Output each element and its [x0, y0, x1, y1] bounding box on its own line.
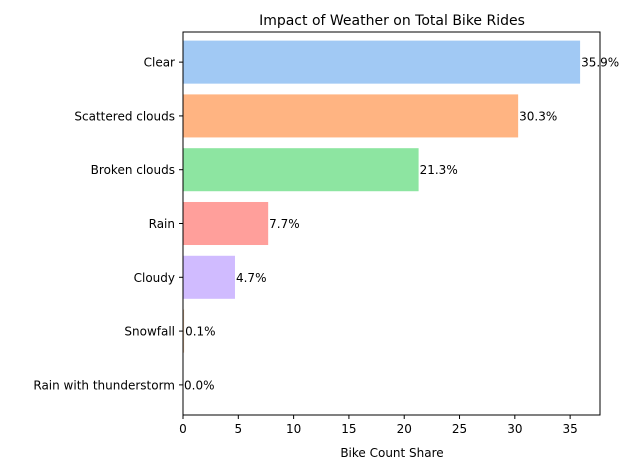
- bar-rain: [183, 201, 269, 246]
- data-label-scattered-clouds: 30.3%: [519, 109, 557, 123]
- x-tick-label-35: 35: [562, 422, 577, 436]
- x-tick-label-25: 25: [452, 422, 467, 436]
- y-tick-label-broken-clouds: Broken clouds: [91, 163, 175, 177]
- y-tick-label-cloudy: Cloudy: [134, 271, 175, 285]
- x-axis: 0 5 10 15 20 25 30 35: [179, 415, 578, 436]
- y-tick-label-scattered-clouds: Scattered clouds: [74, 109, 175, 123]
- bars-layer: [183, 40, 581, 353]
- data-labels-layer: 35.9%30.3%21.3%7.7%4.7%0.1%0.0%: [184, 56, 619, 393]
- data-label-rain-with-thunderstorm: 0.0%: [184, 378, 215, 392]
- y-tick-label-snowfall: Snowfall: [124, 325, 175, 339]
- y-tick-label-clear: Clear: [144, 56, 175, 70]
- bar-cloudy: [183, 255, 235, 299]
- x-tick-label-15: 15: [341, 422, 356, 436]
- data-label-rain: 7.7%: [269, 217, 300, 231]
- bar-broken-clouds: [183, 148, 419, 192]
- x-axis-label: Bike Count Share: [340, 446, 443, 460]
- data-label-cloudy: 4.7%: [236, 271, 267, 285]
- y-tick-label-rain-with-thunderstorm: Rain with thunderstorm: [33, 378, 175, 392]
- data-label-broken-clouds: 21.3%: [420, 163, 458, 177]
- x-tick-label-30: 30: [507, 422, 522, 436]
- y-tick-label-rain: Rain: [149, 217, 175, 231]
- bar-scattered-clouds: [183, 94, 519, 138]
- x-tick-label-20: 20: [397, 422, 412, 436]
- bar-snowfall: [183, 309, 185, 353]
- chart-title: Impact of Weather on Total Bike Rides: [259, 13, 525, 29]
- data-label-snowfall: 0.1%: [185, 325, 216, 339]
- y-axis: Clear Scattered clouds Broken clouds Rain Cl…: [33, 56, 183, 392]
- x-tick-label-5: 5: [234, 422, 242, 436]
- bar-clear: [183, 40, 581, 84]
- x-tick-label-0: 0: [179, 422, 187, 436]
- plot-frame: [182, 31, 601, 416]
- x-tick-label-10: 10: [286, 422, 301, 436]
